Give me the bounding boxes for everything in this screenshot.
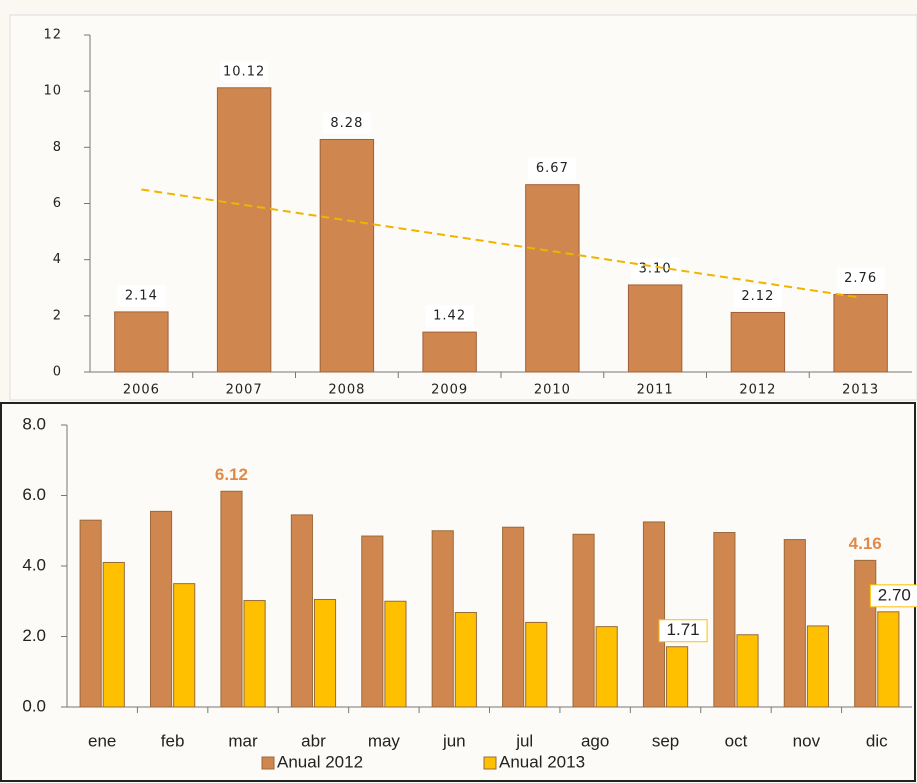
- bar: [216, 87, 272, 373]
- label-box: [117, 284, 166, 307]
- bar: [114, 311, 169, 373]
- y-tick-label: 6.0: [22, 485, 46, 504]
- bar: [713, 532, 736, 708]
- y-tick-label: 0: [53, 365, 62, 380]
- y-tick-label: 0.0: [22, 696, 46, 715]
- legend-swatch: [483, 756, 497, 770]
- value-label: 6.12: [215, 465, 248, 484]
- x-tick-label: oct: [725, 731, 748, 750]
- bar: [290, 514, 313, 708]
- legend-label: Anual 2013: [499, 752, 585, 771]
- value-label: 10.12: [223, 64, 265, 79]
- x-tick-label: 2012: [739, 383, 776, 398]
- y-tick-label: 12: [43, 28, 62, 43]
- bar: [736, 634, 759, 708]
- bar: [730, 311, 786, 373]
- value-label: 2.14: [125, 288, 158, 303]
- x-tick-label: 2013: [842, 383, 879, 398]
- bar: [220, 490, 243, 708]
- bar: [572, 533, 595, 708]
- bottom-panel: [0, 402, 916, 782]
- bar: [642, 521, 666, 708]
- bar: [502, 526, 525, 708]
- bar: [173, 583, 196, 708]
- label-box: [631, 257, 680, 280]
- bar: [313, 598, 337, 708]
- x-tick-label: may: [368, 731, 401, 750]
- legend-label: Anual 2012: [277, 752, 363, 771]
- x-tick-label: ago: [581, 731, 609, 750]
- bar: [783, 539, 806, 708]
- x-tick-label: dic: [866, 731, 888, 750]
- x-tick-label: abr: [301, 731, 326, 750]
- x-tick-label: jun: [442, 731, 466, 750]
- bar: [243, 600, 266, 708]
- x-tick-label: 2007: [226, 383, 263, 398]
- bar: [150, 510, 173, 708]
- bar: [319, 138, 375, 373]
- label-box: [322, 112, 371, 135]
- y-tick-label: 8: [53, 140, 62, 155]
- x-tick-label: 2011: [637, 383, 674, 398]
- bar: [595, 626, 618, 708]
- bar: [854, 559, 877, 708]
- x-tick-label: feb: [161, 731, 185, 750]
- label-box: [658, 619, 708, 643]
- x-tick-label: 2010: [534, 383, 571, 398]
- value-label: 8.28: [330, 116, 363, 131]
- bar: [79, 519, 102, 708]
- label-box: [869, 584, 917, 608]
- legend-swatch: [261, 756, 275, 770]
- x-tick-label: 2006: [123, 383, 160, 398]
- x-tick-label: sep: [652, 731, 679, 750]
- x-tick-label: 2009: [431, 383, 468, 398]
- label-box: [220, 60, 269, 83]
- bar: [525, 621, 548, 708]
- value-label: 4.16: [849, 534, 882, 553]
- label-box: [733, 285, 782, 308]
- bar: [361, 535, 384, 708]
- value-label: 2.76: [844, 271, 877, 286]
- label-box: [836, 267, 885, 290]
- trend-line: [141, 188, 861, 299]
- value-label: 3.10: [639, 261, 672, 276]
- value-label: 2.12: [741, 289, 774, 304]
- bar: [877, 611, 900, 708]
- label-box: [528, 157, 577, 180]
- y-tick-label: 2.0: [22, 626, 46, 645]
- bar: [806, 625, 829, 708]
- chart-annual: 0 2 4 6 8 10 12 2006 2007 2008 2009 2010 2011 2012 201…: [43, 28, 912, 398]
- x-tick-label: jul: [515, 731, 533, 750]
- value-label: 1.71: [667, 620, 700, 639]
- bar: [431, 530, 454, 708]
- x-tick-label: mar: [228, 731, 258, 750]
- y-tick-label: 8.0: [22, 414, 46, 433]
- bar: [102, 561, 125, 708]
- bar: [422, 331, 477, 373]
- x-tick-label: nov: [793, 731, 821, 750]
- bar: [454, 612, 477, 708]
- chart-monthly: 0.0 2.0 4.0 6.0 8.0 ene feb mar abr may jun jul ago s…: [22, 414, 917, 771]
- y-tick-label: 4: [53, 252, 62, 267]
- y-tick-label: 2: [53, 308, 62, 323]
- value-label: 1.42: [433, 309, 466, 324]
- y-tick-label: 4.0: [22, 555, 46, 574]
- value-label: 2.70: [878, 585, 911, 604]
- bar: [833, 293, 888, 373]
- bar: [525, 184, 580, 373]
- y-tick-label: 6: [53, 196, 62, 211]
- value-label: 6.67: [536, 161, 569, 176]
- x-tick-label: ene: [88, 731, 116, 750]
- bar: [384, 600, 407, 708]
- label-box: [425, 305, 474, 328]
- y-tick-label: 10: [43, 84, 62, 99]
- x-tick-label: 2008: [328, 383, 365, 398]
- bar: [666, 646, 689, 708]
- bar: [627, 284, 683, 373]
